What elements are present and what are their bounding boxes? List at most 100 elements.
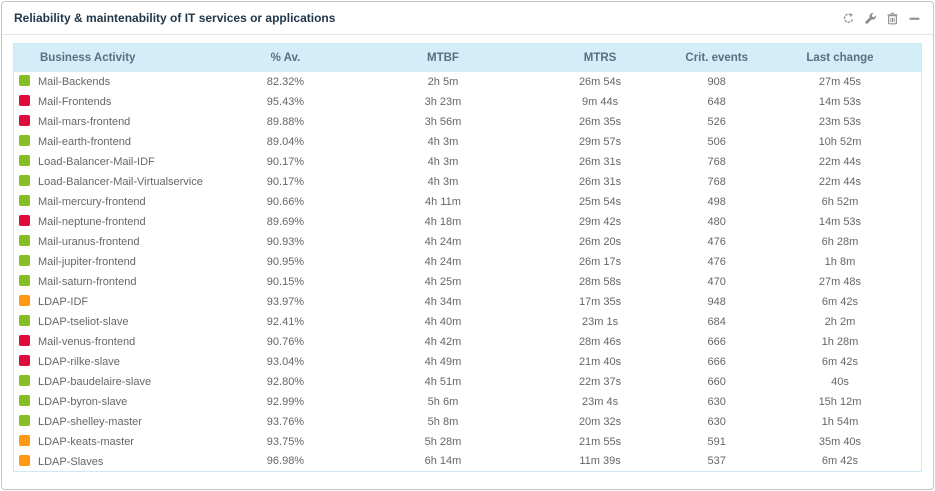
table-row[interactable]: Mail-venus-frontend 90.76% 4h 42m 28m 46… [14,332,922,352]
cell-business-activity[interactable]: Mail-saturn-frontend [14,272,211,292]
activity-name[interactable]: Load-Balancer-Mail-IDF [38,156,155,168]
status-square [19,335,30,346]
cell-mtrs: 23m 4s [582,395,619,408]
cell-business-activity[interactable]: Mail-neptune-frontend [14,212,211,232]
activity-name[interactable]: Mail-earth-frontend [38,136,131,148]
cell-business-activity[interactable]: LDAP-tseliot-slave [14,312,211,332]
table-row[interactable]: LDAP-rilke-slave 93.04% 4h 49m 21m 40s 6… [14,352,922,372]
cell-business-activity[interactable]: Mail-uranus-frontend [14,232,211,252]
table-row[interactable]: LDAP-IDF 93.97% 4h 34m 17m 35s 948 6m 42… [14,292,922,312]
activity-name[interactable]: LDAP-rilke-slave [38,356,120,368]
cell-business-activity[interactable]: Mail-jupiter-frontend [14,252,211,272]
cell-business-activity[interactable]: Mail-Frontends [14,92,211,112]
table-row[interactable]: Load-Balancer-Mail-IDF 90.17% 4h 3m 26m … [14,152,922,172]
table-row[interactable]: Mail-earth-frontend 89.04% 4h 3m 29m 57s… [14,132,922,152]
table-row[interactable]: LDAP-shelley-master 93.76% 5h 8m 20m 32s… [14,412,922,432]
cell-business-activity[interactable]: Mail-venus-frontend [14,332,211,352]
cell-mtbf: 4h 3m [427,155,459,168]
cell-business-activity[interactable]: LDAP-shelley-master [14,412,211,432]
activity-name[interactable]: LDAP-keats-master [38,436,134,448]
cell-mtbf: 5h 8m [427,415,459,428]
cell-business-activity[interactable]: LDAP-rilke-slave [14,352,211,372]
minimize-icon[interactable] [908,12,921,25]
cell-mtbf: 4h 3m [427,135,459,148]
wrench-icon[interactable] [864,12,877,25]
cell-business-activity[interactable]: Load-Balancer-Mail-IDF [14,152,211,172]
table-row[interactable]: LDAP-byron-slave 92.99% 5h 6m 23m 4s 630… [14,392,922,412]
activity-name[interactable]: Mail-Backends [38,76,111,88]
column-header-last-change[interactable]: Last change [758,43,922,72]
cell-last-change: 1h 54m [821,415,859,428]
cell-business-activity[interactable]: LDAP-baudelaire-slave [14,372,211,392]
column-header-mtbf[interactable]: MTBF [360,43,526,72]
activity-name[interactable]: LDAP-byron-slave [38,396,128,408]
cell-mtbf: 5h 6m [427,395,459,408]
widget-toolbar [842,12,921,25]
table-row[interactable]: Mail-mars-frontend 89.88% 3h 56m 26m 35s… [14,112,922,132]
table-row[interactable]: LDAP-keats-master 93.75% 5h 28m 21m 55s … [14,432,922,452]
cell-mtbf: 4h 18m [424,215,462,228]
column-header-availability[interactable]: % Av. [210,43,361,72]
activity-name[interactable]: Mail-venus-frontend [38,336,136,348]
cell-last-change: 10h 52m [818,135,862,148]
cell-business-activity[interactable]: LDAP-IDF [14,292,211,312]
activity-name[interactable]: LDAP-tseliot-slave [38,316,129,328]
cell-last-change: 1h 8m [824,255,856,268]
cell-business-activity[interactable]: LDAP-keats-master [14,432,211,452]
table-row[interactable]: Mail-neptune-frontend 89.69% 4h 18m 29m … [14,212,922,232]
activity-name[interactable]: Mail-mars-frontend [38,116,131,128]
cell-crit-events: 476 [707,235,726,248]
cell-business-activity[interactable]: Mail-earth-frontend [14,132,211,152]
table-row[interactable]: LDAP-Slaves 96.98% 6h 14m 11m 39s 537 6m… [14,452,922,472]
cell-availability: 96.98% [266,455,305,468]
activity-name[interactable]: Mail-Frontends [38,96,112,108]
cell-mtbf: 4h 24m [424,255,462,268]
cell-business-activity[interactable]: Mail-mercury-frontend [14,192,211,212]
table-row[interactable]: LDAP-baudelaire-slave 92.80% 4h 51m 22m … [14,372,922,392]
cell-business-activity[interactable]: Load-Balancer-Mail-Virtualservice [14,172,211,192]
table-row[interactable]: Mail-jupiter-frontend 90.95% 4h 24m 26m … [14,252,922,272]
widget-title: Reliability & maintenability of IT servi… [14,11,336,25]
activity-name[interactable]: LDAP-IDF [38,296,89,308]
cell-mtrs: 29m 42s [578,215,622,228]
activity-name[interactable]: LDAP-baudelaire-slave [38,376,152,388]
cell-mtrs: 23m 1s [582,315,619,328]
refresh-icon[interactable] [842,12,855,25]
activity-name[interactable]: Mail-mercury-frontend [38,196,146,208]
activity-name[interactable]: LDAP-shelley-master [38,416,142,428]
table-row[interactable]: Mail-uranus-frontend 90.93% 4h 24m 26m 2… [14,232,922,252]
activity-name[interactable]: Mail-neptune-frontend [38,216,146,228]
cell-business-activity[interactable]: Mail-Backends [14,72,211,92]
activity-name[interactable]: Mail-saturn-frontend [38,276,137,288]
cell-mtbf: 4h 40m [424,315,462,328]
table-row[interactable]: Load-Balancer-Mail-Virtualservice 90.17%… [14,172,922,192]
cell-business-activity[interactable]: Mail-mars-frontend [14,112,211,132]
table-row[interactable]: Mail-Backends 82.32% 2h 5m 26m 54s 908 2… [14,72,922,92]
cell-availability: 93.04% [266,355,305,368]
column-header-business-activity[interactable]: Business Activity [13,43,211,72]
activity-name[interactable]: Mail-jupiter-frontend [38,256,136,268]
cell-business-activity[interactable]: LDAP-byron-slave [14,392,211,412]
cell-crit-events: 630 [707,415,726,428]
status-square [19,75,30,86]
cell-crit-events: 768 [707,155,726,168]
activity-name[interactable]: Load-Balancer-Mail-Virtualservice [38,176,203,188]
column-header-crit-events[interactable]: Crit. events [674,43,759,72]
column-header-mtrs[interactable]: MTRS [525,43,675,72]
cell-last-change: 15h 12m [818,395,862,408]
trash-icon[interactable] [886,12,899,25]
table-row[interactable]: Mail-Frontends 95.43% 3h 23m 9m 44s 648 … [14,92,922,112]
cell-last-change: 6m 42s [821,455,858,468]
activity-name[interactable]: LDAP-Slaves [38,455,104,468]
cell-mtrs: 26m 31s [578,175,622,188]
cell-crit-events: 908 [707,75,726,88]
table-row[interactable]: Mail-saturn-frontend 90.15% 4h 25m 28m 5… [14,272,922,292]
status-square [19,375,30,386]
cell-availability: 90.17% [266,155,305,168]
cell-last-change: 27m 48s [818,275,862,288]
activity-name[interactable]: Mail-uranus-frontend [38,236,140,248]
table-row[interactable]: LDAP-tseliot-slave 92.41% 4h 40m 23m 1s … [14,312,922,332]
cell-business-activity[interactable]: LDAP-Slaves [14,452,211,472]
table-row[interactable]: Mail-mercury-frontend 90.66% 4h 11m 25m … [14,192,922,212]
